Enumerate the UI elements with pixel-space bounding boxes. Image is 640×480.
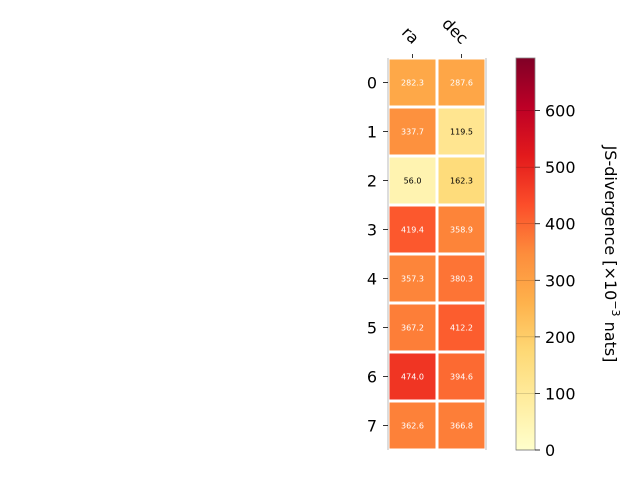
row-tick-label: 6 [367,368,377,387]
heatmap-cell [389,108,436,155]
heatmap-cell [389,157,436,204]
colorbar-tick-label: 0 [545,441,555,460]
row-tick-label: 7 [367,417,377,436]
colorbar-tick-label: 600 [545,102,576,121]
heatmap-cell [389,59,436,106]
row-tick-label: 3 [367,221,377,240]
heatmap-cell [438,206,485,253]
cell-value-label: 282.3 [401,79,424,88]
colorbar-ticks: 0 100 200 300 400 500 600 [516,102,576,460]
colorbar-label-prefix: JS-divergence [×10 [601,145,620,301]
cell-value-label: 119.5 [450,128,473,137]
heatmap-cell [389,353,436,400]
colorbar-tick-label: 400 [545,215,576,234]
heatmap-cell [438,255,485,302]
heatmap-cell [438,353,485,400]
cell-value-label: 337.7 [401,128,424,137]
heatmap-cell [389,206,436,253]
heatmap-cell [389,304,436,351]
colorbar-tick-label: 500 [545,158,576,177]
row-tick-label: 5 [367,319,377,338]
cell-value-label: 367.2 [401,324,424,333]
cell-value-label: 412.2 [450,324,473,333]
row-tick-label: 2 [367,172,377,191]
heatmap-cell [438,304,485,351]
row-tick-label: 1 [367,123,377,142]
cell-value-label: 56.0 [404,177,422,186]
cell-value-label: 358.9 [450,226,473,235]
cell-value-label: 394.6 [450,373,473,382]
heatmap-cell [438,108,485,155]
cell-value-label: 419.4 [401,226,424,235]
row-tick-labels: 0 1 2 3 4 5 6 7 [367,74,388,436]
cell-value-label: 380.3 [450,275,473,284]
heatmap-cell [389,255,436,302]
heatmap-cell [438,402,485,449]
column-tick-labels: ra dec [398,14,472,58]
row-tick-label: 4 [367,270,377,289]
colorbar-tick-label: 300 [545,271,576,290]
colorbar-label-exponent: −3 [609,300,622,316]
colorbar-tick-label: 100 [545,384,576,403]
heatmap-cells: 282.3 287.6 337.7 119.5 56.0 162.3 419.4 358.9 3… [389,59,485,449]
column-tick-label: dec [438,14,472,48]
heatmap-cell [438,157,485,204]
column-tick-label: ra [398,23,423,48]
row-tick-label: 0 [367,74,377,93]
cell-value-label: 287.6 [450,79,473,88]
cell-value-label: 366.8 [450,422,473,431]
cell-value-label: 474.0 [401,373,424,382]
colorbar-label: JS-divergence [×10−3 nats] [601,145,622,363]
colorbar-label-suffix: nats] [601,317,620,363]
cell-value-label: 362.6 [401,422,424,431]
heatmap-cell [389,402,436,449]
cell-value-label: 162.3 [450,177,473,186]
cell-value-label: 357.3 [401,275,424,284]
colorbar [515,57,536,451]
heatmap-cell [438,59,485,106]
colorbar-tick-label: 200 [545,328,576,347]
